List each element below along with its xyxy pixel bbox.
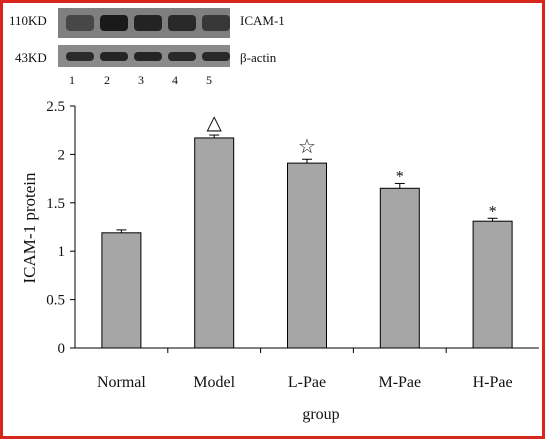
bar-h-pae	[472, 220, 513, 349]
bottom-protein-label: β-actin	[240, 50, 277, 65]
significance-mark: △	[207, 112, 223, 134]
significance-mark: ☆	[298, 136, 316, 158]
significance-mark: *	[396, 168, 404, 185]
bar-normal	[101, 232, 142, 349]
bar-m-pae	[379, 187, 420, 349]
y-tick-label: 2.5	[46, 99, 65, 115]
blot-band	[100, 52, 128, 61]
x-tick-label: L-Pae	[288, 374, 326, 391]
significance-mark: *	[489, 203, 497, 220]
blot-band	[134, 52, 162, 61]
y-tick-label: 1	[58, 244, 66, 260]
lane-number: 1	[69, 73, 75, 87]
bottom-blot-strip	[58, 45, 230, 67]
x-tick-label: H-Pae	[473, 374, 513, 391]
blot-band	[100, 15, 128, 31]
top-protein-label: ICAM-1	[240, 13, 285, 28]
y-tick-label: 0.5	[46, 293, 65, 309]
top-marker-label: 110KD	[9, 13, 47, 28]
y-axis-label: ICAM-1 protein	[20, 172, 39, 283]
lane-number: 2	[104, 73, 110, 87]
x-tick-label: M-Pae	[378, 374, 421, 391]
x-tick-label: Normal	[97, 374, 146, 391]
chart-bars: △ ☆ * *	[101, 112, 513, 349]
blot-band	[66, 52, 94, 61]
y-tick-label: 1.5	[46, 196, 65, 212]
lane-number: 5	[206, 73, 212, 87]
blot-band	[168, 52, 196, 61]
bar-l-pae	[287, 162, 327, 349]
blot-band	[66, 15, 94, 31]
y-tick-label: 2	[58, 147, 66, 163]
bar-model	[194, 137, 235, 349]
y-tick-label: 0	[58, 341, 66, 357]
x-tick-label: Model	[193, 374, 235, 391]
blot-band	[202, 15, 230, 31]
top-blot-strip	[58, 8, 230, 38]
bottom-marker-label: 43KD	[15, 50, 47, 65]
x-axis-label: group	[302, 406, 339, 423]
blot-band	[202, 52, 230, 61]
blot-band	[134, 15, 162, 31]
bar-chart: 0 0.5 1 1.5 2 2.5 Normal Model L-Pae M-Pae H-Pae △…	[20, 99, 539, 423]
lane-number: 3	[138, 73, 144, 87]
lane-number: 4	[172, 73, 178, 87]
blot-band	[168, 15, 196, 31]
